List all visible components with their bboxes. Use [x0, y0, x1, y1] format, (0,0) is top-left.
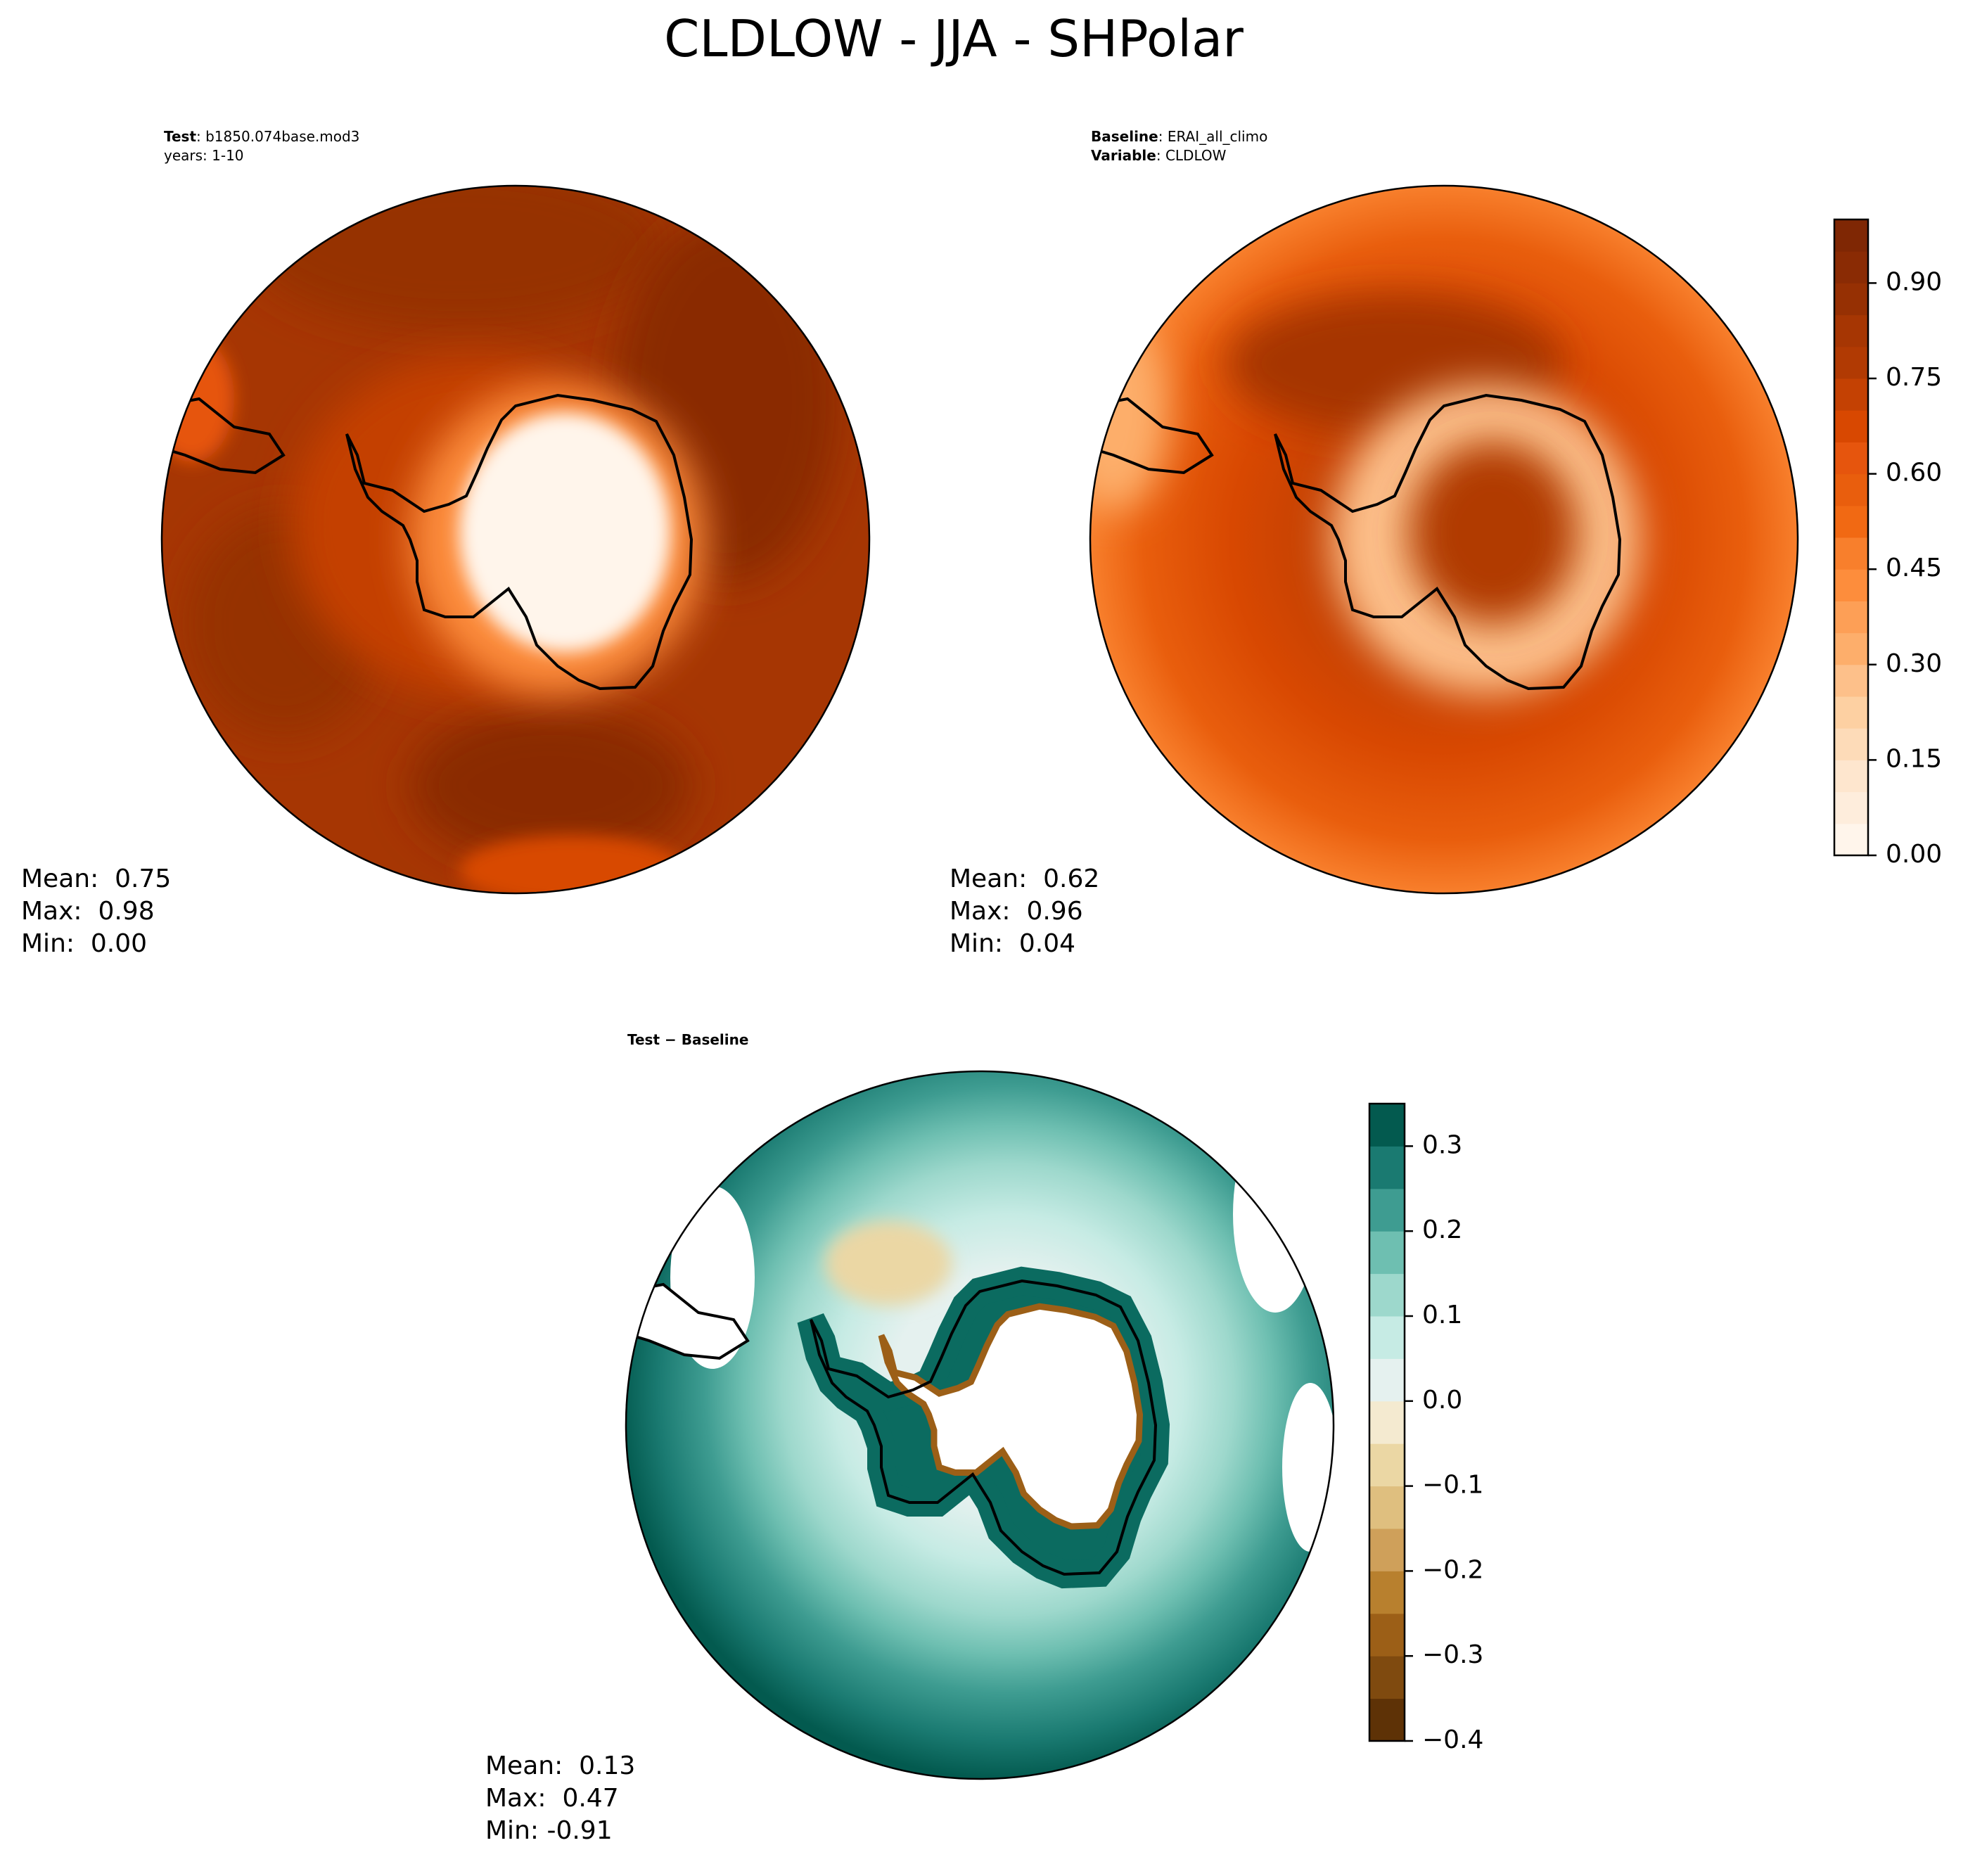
colorbar-band: [1369, 1188, 1405, 1232]
colorbar-band: [1834, 378, 1868, 411]
header-text: : b1850.074base.mod3: [196, 128, 359, 145]
colorbar-band: [1369, 1104, 1405, 1147]
colorbar-band: [1834, 251, 1868, 283]
colorbar-band: [1369, 1698, 1405, 1742]
colorbar-band: [1369, 1358, 1405, 1402]
colorbar-frame: [1833, 218, 1869, 857]
panel-header: Baseline: ERAI_all_climo: [1091, 128, 1267, 145]
colorbar-band: [1834, 664, 1868, 697]
colorbar-band: [1834, 569, 1868, 601]
colorbar-band: [1834, 537, 1868, 570]
stat-line: Min: 0.00: [21, 929, 147, 958]
colorbar-band: [1369, 1400, 1405, 1444]
colorbar-band: [1369, 1146, 1405, 1189]
colorbar-band: [1834, 823, 1868, 856]
colorbar-band: [1834, 728, 1868, 760]
header-bold: Test: [164, 128, 196, 145]
colorbar-band: [1834, 473, 1868, 506]
colorbar-frame: [1368, 1102, 1406, 1742]
colorbar-tick-label: 0.0: [1422, 1386, 1462, 1415]
header-text: : CLDLOW: [1156, 147, 1227, 164]
header-text: : ERAI_all_climo: [1158, 128, 1268, 145]
map-baseline: [1089, 184, 1799, 895]
header-bold: Variable: [1091, 147, 1156, 164]
colorbar-tick-label: 0.3: [1422, 1130, 1462, 1159]
stat-line: Mean: 0.62: [950, 864, 1099, 893]
colorbar-tick-label: 0.60: [1886, 459, 1942, 487]
stat-line: Max: 0.47: [485, 1784, 619, 1813]
colorbar-band: [1834, 314, 1868, 347]
stat-line: Mean: 0.75: [21, 864, 171, 893]
map-test: [160, 184, 871, 895]
colorbar-tick-label: 0.75: [1886, 363, 1942, 392]
header-bold: Baseline: [1091, 128, 1158, 145]
colorbar-tick-label: 0.00: [1886, 840, 1942, 869]
colorbar-tick-label: −0.2: [1422, 1555, 1483, 1584]
colorbar-band: [1834, 219, 1868, 252]
colorbar-band: [1369, 1273, 1405, 1317]
colorbar-tick-label: 0.2: [1422, 1215, 1462, 1244]
colorbar-band: [1834, 346, 1868, 379]
stat-line: Mean: 0.13: [485, 1751, 635, 1780]
stat-line: Min: -0.91: [485, 1816, 613, 1845]
panel-header: years: 1-10: [164, 147, 244, 164]
colorbar-tick-label: 0.90: [1886, 267, 1942, 296]
colorbar-band: [1834, 410, 1868, 442]
colorbar-tick-label: 0.15: [1886, 744, 1942, 773]
colorbar-band: [1834, 283, 1868, 316]
colorbar-band: [1369, 1231, 1405, 1275]
colorbar-tick-label: 0.1: [1422, 1301, 1462, 1329]
colorbar-tick-label: −0.3: [1422, 1640, 1483, 1669]
stat-line: Max: 0.96: [950, 897, 1083, 926]
colorbar-band: [1369, 1613, 1405, 1657]
colorbar-band: [1834, 760, 1868, 793]
colorbar-band: [1834, 601, 1868, 634]
stat-line: Max: 0.98: [21, 897, 155, 926]
colorbar-band: [1834, 791, 1868, 824]
figure-title: CLDLOW - JJA - SHPolar: [664, 9, 1244, 68]
colorbar-band: [1369, 1529, 1405, 1571]
colorbar-band: [1369, 1571, 1405, 1614]
colorbar-band: [1834, 696, 1868, 729]
colorbar-band: [1369, 1656, 1405, 1699]
panel-header: Variable: CLDLOW: [1091, 147, 1227, 164]
panel-header: Test − Baseline: [627, 1031, 748, 1048]
colorbar-band: [1369, 1443, 1405, 1487]
map-difference: [625, 1070, 1335, 1780]
colorbar-band: [1369, 1316, 1405, 1359]
colorbar-band: [1834, 505, 1868, 538]
header-text: years: 1-10: [164, 147, 244, 164]
colorbar-band: [1369, 1486, 1405, 1529]
panel-header: Test: b1850.074base.mod3: [164, 128, 359, 145]
colorbar-band: [1834, 632, 1868, 665]
colorbar-tick-label: −0.4: [1422, 1725, 1483, 1754]
colorbar-tick-label: 0.30: [1886, 649, 1942, 678]
colorbar-band: [1834, 442, 1868, 475]
colorbar-tick-label: 0.45: [1886, 554, 1942, 582]
header-bold: Test − Baseline: [627, 1031, 748, 1048]
colorbar-tick-label: −0.1: [1422, 1471, 1483, 1500]
stat-line: Min: 0.04: [950, 929, 1075, 958]
